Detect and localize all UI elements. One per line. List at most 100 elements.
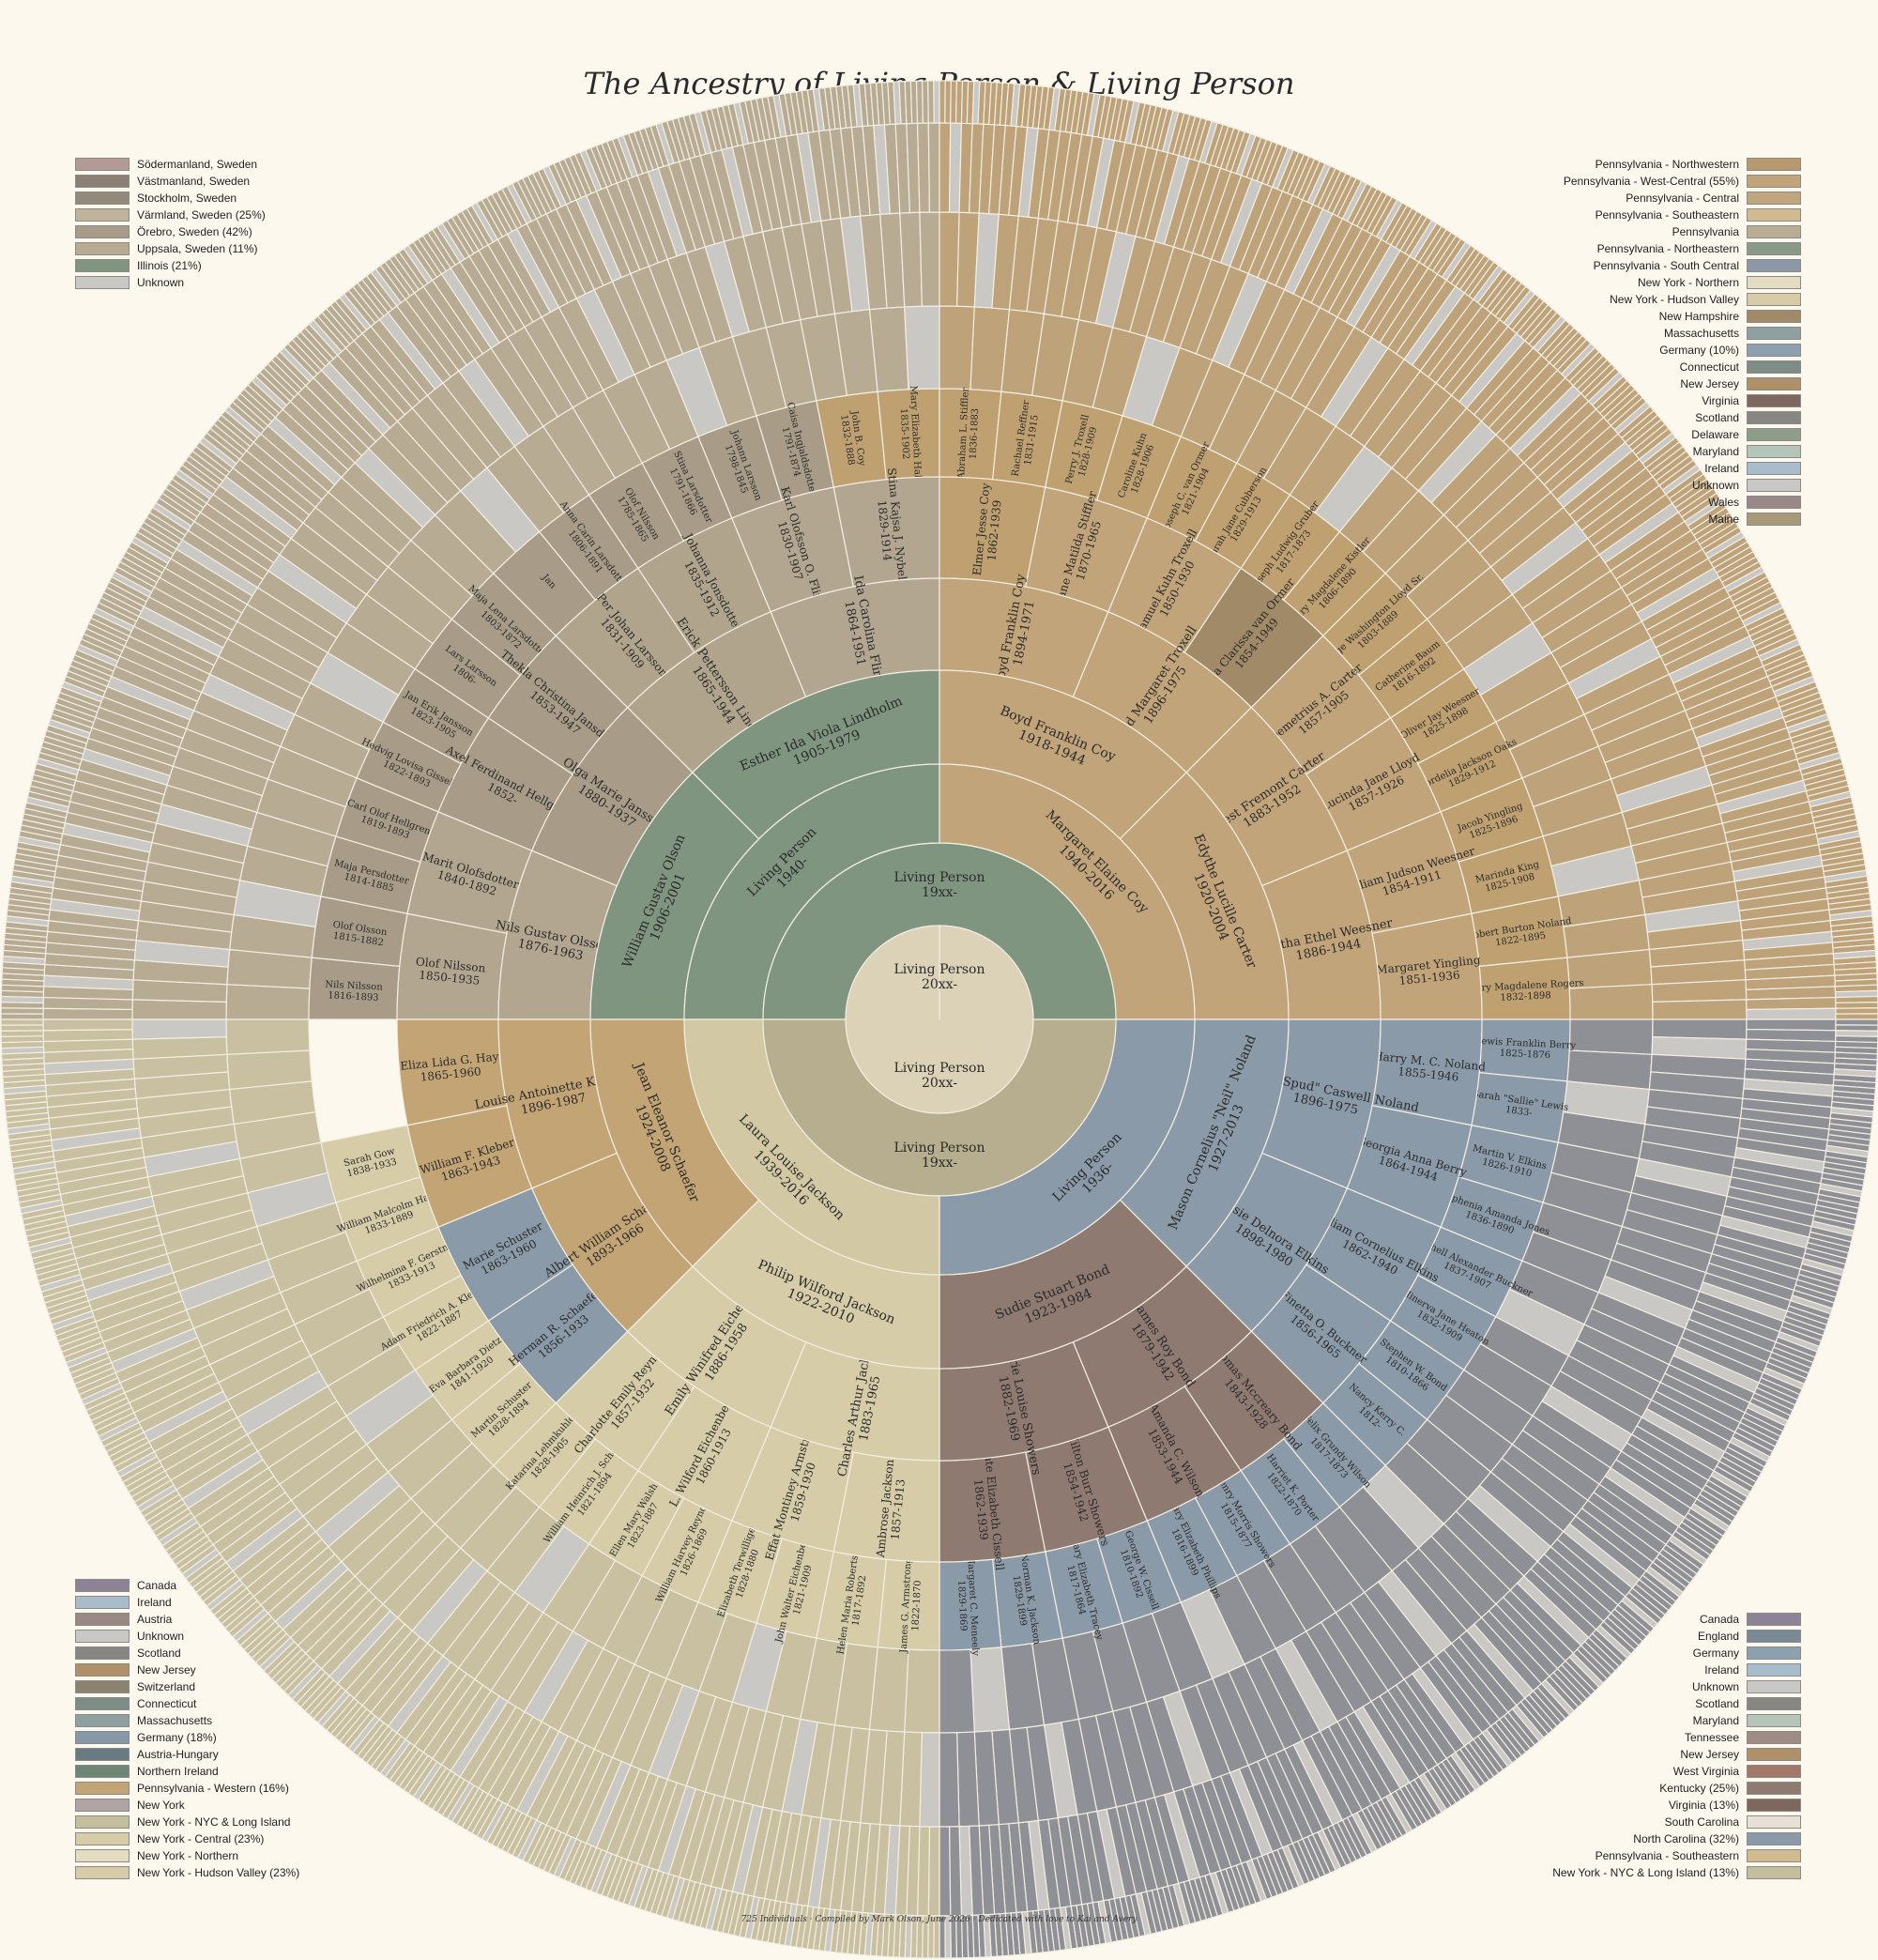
legend-item: Pennsylvania - Northwestern [1564, 156, 1801, 173]
legend-swatch [1747, 1866, 1801, 1879]
ancestor-dates: 1855-1946 [1397, 1064, 1459, 1083]
ancestor-cell-outer [1835, 1013, 1878, 1020]
root-name: Living Person [894, 962, 985, 977]
ancestor-dates: 1825-1876 [1500, 1049, 1551, 1062]
legend-label: Illinois (21%) [137, 259, 202, 272]
legend-item: Germany [1552, 1645, 1801, 1661]
ancestor-cell-outer [0, 1024, 44, 1032]
legend-item: Austria-Hungary [75, 1746, 299, 1763]
ancestor-cell-outer [1746, 1018, 1837, 1032]
legend-label: Unknown [137, 1630, 185, 1643]
ancestor-name: Abraham L. Stiffler [956, 387, 971, 480]
legend-item: Germany (18%) [75, 1729, 299, 1746]
legend-label: England [1697, 1630, 1739, 1643]
legend-item: Unknown [1552, 1678, 1801, 1695]
legend-swatch [1747, 293, 1801, 306]
legend-swatch [1747, 1630, 1801, 1643]
legend-label: Pennsylvania - Southeastern [1595, 208, 1739, 222]
legend-swatch [1747, 513, 1801, 526]
ancestor-cell-outer [1746, 1007, 1837, 1020]
legend-label: Germany [1692, 1646, 1739, 1660]
legend-swatch [1747, 344, 1801, 357]
legend-item: New York - Northern [1564, 274, 1801, 291]
legend-swatch [1747, 360, 1801, 374]
legend-label: North Carolina (32%) [1633, 1832, 1739, 1845]
legend-label: Virginia [1702, 394, 1739, 407]
root-name: Living Person [894, 1061, 985, 1076]
legend-swatch [1747, 310, 1801, 323]
ancestor-cell-outer [0, 1018, 44, 1026]
ancestor-name: Living Person [894, 1141, 985, 1156]
legend-item: Illinois (21%) [75, 257, 266, 274]
legend-swatch [1747, 462, 1801, 475]
legend-swatch [1747, 242, 1801, 255]
legend-swatch [1747, 1646, 1801, 1660]
legend-label: Delaware [1691, 428, 1739, 441]
legend-label: New Jersey [1680, 377, 1739, 390]
legend-item: New Hampshire [1564, 308, 1801, 325]
legend-item: Västmanland, Sweden [75, 173, 266, 190]
legend-item: Pennsylvania - South Central [1564, 257, 1801, 274]
legend-item: New Jersey [1552, 1746, 1801, 1763]
legend-label: Scotland [1695, 1697, 1739, 1710]
legend-label: Massachusetts [1663, 327, 1739, 340]
legend-label: Northern Ireland [137, 1765, 219, 1778]
legend-label: New York - NYC & Long Island [137, 1815, 291, 1829]
legend-top-right: Pennsylvania - Northwestern Pennsylvania … [1564, 156, 1801, 528]
legend-label: Canada [137, 1579, 177, 1592]
legend-label: Connecticut [1679, 360, 1739, 374]
ancestor-dates: 1850-1935 [419, 969, 481, 988]
legend-label: New York - Hudson Valley (23%) [137, 1866, 300, 1879]
legend-label: Virginia (13%) [1668, 1799, 1739, 1812]
ancestor-dates: 1851-1936 [1398, 969, 1460, 988]
legend-item: Canada [75, 1577, 299, 1594]
legend-item: New York - Hudson Valley [1564, 291, 1801, 308]
ancestor-cell-outer [939, 122, 952, 213]
legend-item: Ireland [1552, 1661, 1801, 1678]
ancestor-cell-outer [131, 1018, 227, 1040]
legend-swatch [75, 1832, 130, 1845]
legend-swatch [75, 191, 130, 205]
legend-label: New Jersey [137, 1663, 196, 1677]
legend-swatch [75, 242, 130, 255]
legend-item: Connecticut [75, 1695, 299, 1712]
legend-swatch [1747, 479, 1801, 492]
legend-swatch [75, 1646, 130, 1660]
legend-swatch [1747, 1815, 1801, 1829]
legend-item: Pennsylvania - Southeastern [1552, 1847, 1801, 1864]
legend-label: New York - NYC & Long Island (13%) [1552, 1866, 1739, 1879]
ancestor-dates: 1829-1869 [955, 1580, 969, 1631]
legend-swatch [1747, 1832, 1801, 1845]
legend-item: Pennsylvania - West-Central (55%) [1564, 173, 1801, 190]
legend-label: Maryland [1692, 445, 1739, 458]
legend-label: Scotland [137, 1646, 181, 1660]
legend-label: Pennsylvania - Southeastern [1595, 1849, 1739, 1862]
legend-swatch [1747, 1663, 1801, 1677]
ancestor-cell-outer [1652, 1018, 1748, 1040]
legend-item: Northern Ireland [75, 1763, 299, 1780]
legend-swatch [75, 1663, 130, 1677]
ancestor-cell-outer [919, 1732, 940, 1828]
legend-swatch [75, 1697, 130, 1710]
legend-label: Connecticut [137, 1697, 197, 1710]
legend-item: New York - Central (23%) [75, 1830, 299, 1847]
legend-item: New York - NYC & Long Island (13%) [1552, 1864, 1801, 1881]
legend-item: Pennsylvania - Central [1564, 190, 1801, 207]
legend-item: Maine [1564, 511, 1801, 528]
legend-swatch [1747, 1799, 1801, 1812]
legend-label: New York [137, 1799, 185, 1812]
ancestor-cell-outer [939, 80, 946, 124]
legend-item: Maryland [1552, 1712, 1801, 1729]
legend-swatch [75, 1714, 130, 1727]
legend-label: Västmanland, Sweden [137, 175, 251, 188]
legend-label: Ireland [1704, 1663, 1739, 1677]
legend-item: Pennsylvania - Northeastern [1564, 240, 1801, 257]
ancestor-cell-outer [225, 1018, 311, 1055]
legend-item: Massachusetts [75, 1712, 299, 1729]
ancestor-dates: 1832-1898 [1500, 990, 1551, 1003]
legend-item: Wales [1564, 494, 1801, 511]
legend-item: Ireland [1564, 460, 1801, 477]
legend-swatch [75, 1782, 130, 1795]
